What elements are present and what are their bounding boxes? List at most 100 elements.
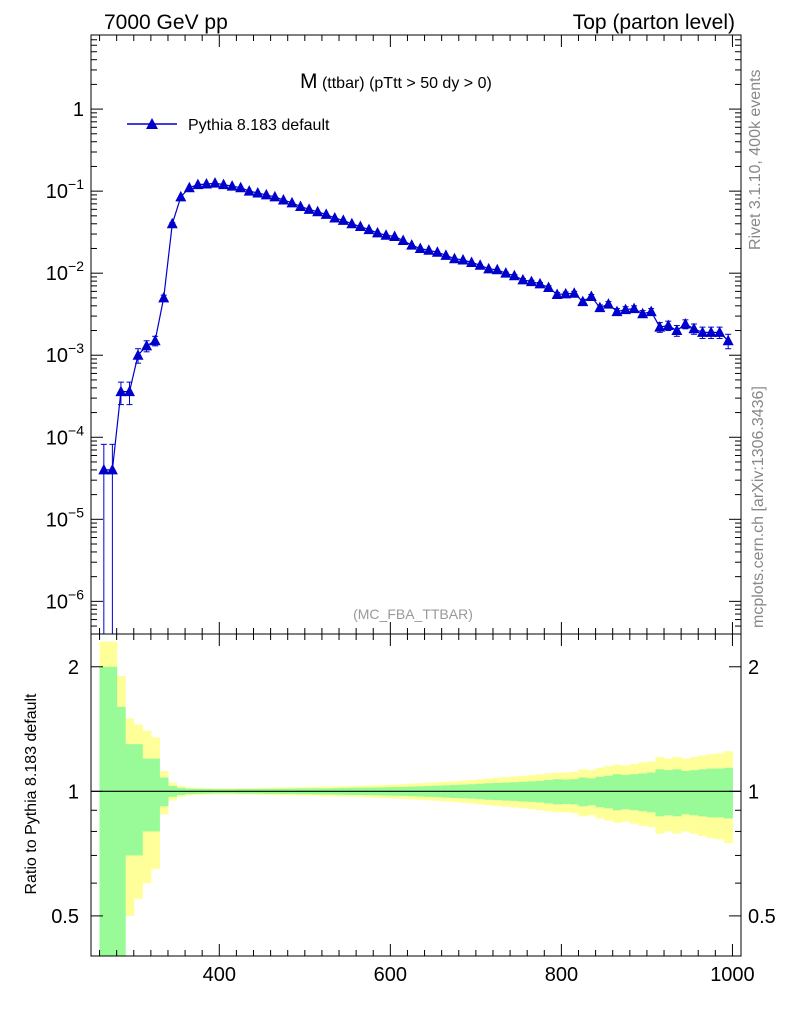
inner-uncertainty-bin bbox=[125, 744, 135, 856]
data-point-marker bbox=[123, 385, 135, 397]
x-tick-label: 800 bbox=[545, 964, 578, 986]
legend-triangle-marker bbox=[146, 118, 158, 129]
data-point-marker bbox=[577, 295, 589, 307]
plot-title-rest: (ttbar) (pTtt > 50 dy > 0) bbox=[318, 75, 492, 92]
data-point-marker bbox=[243, 185, 255, 196]
ratio-y-tick-label-left: 2 bbox=[68, 657, 79, 679]
data-point-marker bbox=[585, 290, 597, 301]
inner-uncertainty-bin bbox=[664, 770, 674, 816]
inner-uncertainty-bin bbox=[133, 744, 143, 856]
ratio-plot-panel: 0.5 0.5 1 1 2 2 400 600 800 1000 Ratio to Pythia… bbox=[23, 633, 776, 986]
main-x-ticks bbox=[99, 35, 733, 634]
ratio-axis-label: Ratio to Pythia 8.183 default bbox=[23, 693, 40, 895]
series-pythia bbox=[98, 177, 734, 634]
y-tick-label: 10−5 bbox=[46, 504, 84, 531]
data-point-marker bbox=[183, 181, 195, 193]
data-point-marker bbox=[149, 334, 161, 346]
ratio-y-tick-label-right: 1 bbox=[748, 781, 759, 803]
data-point-marker bbox=[98, 463, 110, 475]
ratio-y-tick-label-left: 1 bbox=[68, 781, 79, 803]
ratio-y-tick-label-left: 0.5 bbox=[51, 906, 79, 928]
data-point-marker bbox=[320, 208, 332, 219]
data-point-marker bbox=[688, 322, 700, 334]
main-plot-panel: 1 10−1 10−2 10−3 10−4 10−5 10−6 (MC_FBA_TTBAR)… bbox=[46, 34, 742, 635]
data-point-marker bbox=[226, 180, 238, 191]
data-point-marker bbox=[491, 263, 503, 275]
x-tick-label: 400 bbox=[203, 964, 236, 986]
legend: Pythia 8.183 default bbox=[127, 117, 330, 134]
inner-uncertainty-bin bbox=[646, 772, 656, 813]
inner-uncertainty-bin bbox=[116, 706, 126, 956]
data-point-marker bbox=[671, 324, 683, 336]
data-point-marker bbox=[508, 269, 520, 281]
data-point-marker bbox=[457, 253, 469, 265]
data-point-marker bbox=[483, 262, 495, 274]
data-point-marker bbox=[594, 301, 606, 313]
data-point-marker bbox=[466, 256, 478, 267]
plot-title: M (ttbar) (pTtt > 50 dy > 0) bbox=[300, 70, 492, 93]
data-point-marker bbox=[551, 288, 563, 299]
inner-uncertainty-bin bbox=[655, 769, 665, 817]
data-point-marker bbox=[218, 178, 230, 190]
inner-uncertainty-bin bbox=[142, 758, 152, 832]
data-point-marker bbox=[192, 178, 204, 190]
data-point-marker bbox=[354, 220, 366, 232]
inner-uncertainty-bin bbox=[672, 769, 682, 817]
ratio-plot-frame bbox=[90, 633, 742, 957]
data-point-marker bbox=[200, 178, 212, 189]
header-process-label: Top (parton level) bbox=[573, 11, 735, 34]
x-tick-label: 600 bbox=[374, 964, 407, 986]
data-point-marker bbox=[252, 186, 264, 198]
data-point-marker bbox=[115, 385, 127, 397]
ratio-x-ticks bbox=[99, 634, 733, 956]
header-energy-label: 7000 GeV pp bbox=[104, 11, 228, 34]
main-y-ticks bbox=[91, 34, 741, 635]
data-point-marker bbox=[106, 463, 118, 475]
inner-uncertainty-bin bbox=[706, 768, 716, 818]
x-tick-label: 1000 bbox=[710, 964, 755, 986]
y-tick-label: 10−3 bbox=[46, 340, 84, 367]
ratio-y-tick-label-right: 2 bbox=[748, 657, 759, 679]
data-point-marker bbox=[448, 252, 460, 264]
data-point-marker bbox=[568, 287, 580, 298]
data-point-marker bbox=[440, 249, 452, 260]
ratio-y-tick-labels: 0.5 0.5 1 1 2 2 bbox=[51, 657, 776, 928]
data-point-marker bbox=[474, 259, 486, 270]
inner-uncertainty-bin bbox=[99, 666, 109, 956]
ratio-y-ticks bbox=[91, 666, 741, 957]
inner-uncertainty-bin bbox=[715, 768, 725, 818]
data-point-marker bbox=[166, 217, 178, 229]
inner-uncertainty-bin bbox=[681, 770, 691, 815]
y-tick-label: 1 bbox=[73, 99, 84, 121]
data-point-marker bbox=[372, 226, 384, 238]
data-point-marker bbox=[560, 287, 572, 299]
data-point-marker bbox=[500, 267, 512, 278]
inner-uncertainty-bin bbox=[612, 774, 622, 811]
data-point-marker bbox=[269, 190, 281, 202]
data-point-marker bbox=[303, 203, 315, 214]
data-point-marker bbox=[329, 212, 341, 223]
data-point-marker bbox=[543, 281, 555, 292]
ratio-y-tick-label-right: 0.5 bbox=[748, 906, 776, 928]
data-point-marker bbox=[662, 319, 674, 331]
data-point-marker bbox=[209, 177, 221, 188]
inner-uncertainty-bin bbox=[621, 775, 631, 810]
analysis-watermark: (MC_FBA_TTBAR) bbox=[353, 606, 473, 622]
data-point-marker bbox=[414, 242, 426, 253]
data-point-marker bbox=[534, 277, 546, 289]
data-point-marker bbox=[654, 321, 666, 332]
inner-uncertainty-bin bbox=[108, 666, 118, 956]
mcplots-credit-label: mcplots.cern.ch [arXiv:1306.3436] bbox=[750, 386, 767, 628]
data-point-marker bbox=[337, 214, 349, 225]
y-tick-label: 10−6 bbox=[46, 586, 84, 613]
data-point-marker bbox=[679, 318, 691, 329]
data-point-marker bbox=[423, 244, 435, 255]
data-point-marker bbox=[697, 326, 709, 337]
inner-uncertainty-bin bbox=[150, 758, 160, 832]
data-point-marker bbox=[286, 196, 298, 208]
data-point-marker bbox=[705, 326, 717, 337]
data-point-marker bbox=[141, 339, 153, 351]
inner-uncertainty-bin bbox=[689, 770, 699, 816]
data-point-marker bbox=[132, 349, 144, 360]
legend-label: Pythia 8.183 default bbox=[188, 117, 330, 134]
